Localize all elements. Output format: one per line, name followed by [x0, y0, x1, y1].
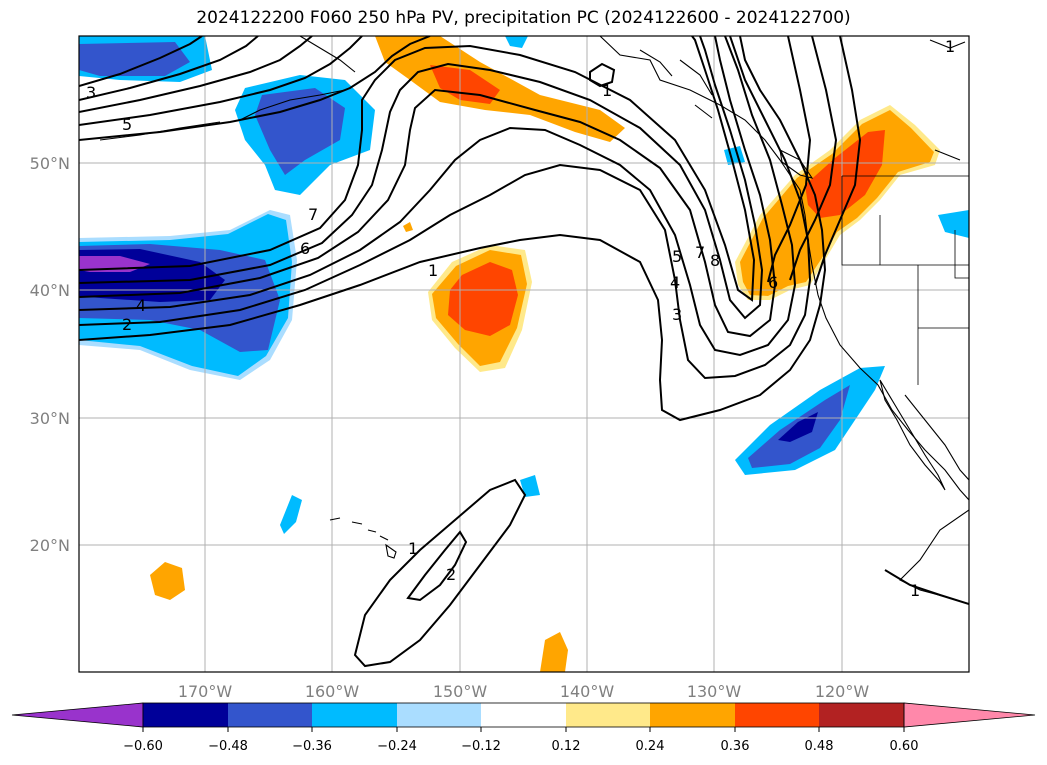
contour-label: 1	[910, 581, 920, 600]
colorbar-segment	[819, 703, 904, 727]
precip-area	[430, 65, 500, 104]
mexico-coast	[904, 394, 969, 481]
contour-label: 5	[122, 115, 132, 134]
lon-label: 120°W	[815, 682, 870, 701]
contour-label: 2	[122, 315, 132, 334]
hawaii	[329, 517, 397, 559]
colorbar-tick-label: 0.48	[805, 739, 834, 754]
lat-label: 50°N	[30, 154, 70, 173]
map-frame	[78, 35, 970, 673]
colorbar-tick-label: −0.24	[377, 739, 417, 754]
contour-label: 3	[86, 83, 96, 102]
precip-area	[79, 42, 190, 76]
pv-contour-line	[79, 36, 764, 320]
contour-label: 3	[672, 305, 682, 324]
precip-area	[255, 88, 345, 175]
contour-label: 7	[308, 205, 318, 224]
colorbar-tick-label: 0.36	[721, 739, 750, 754]
colorbar-arrow-low	[11, 702, 144, 728]
lat-label: 20°N	[30, 536, 70, 555]
colorbar-tick-label: −0.12	[461, 739, 501, 754]
colorbar-segment	[481, 703, 566, 727]
precip-area	[448, 262, 518, 336]
colorbar-tick-label: −0.36	[292, 739, 332, 754]
colorbar-segment	[650, 703, 735, 727]
precip-area	[375, 36, 625, 142]
pv-contour-line	[884, 569, 969, 605]
pv-contour-line	[79, 36, 756, 302]
contour-label: 1	[602, 81, 612, 100]
colorbar-segment	[228, 703, 312, 727]
pv-contour-line	[353, 478, 527, 668]
contour-label: 6	[768, 273, 778, 292]
us-borders	[841, 175, 969, 385]
map-title: 2024122200 F060 250 hPa PV, precipitatio…	[196, 8, 851, 28]
colorbar-tick-labels: −0.60 −0.48 −0.36 −0.24 −0.12 0.12 0.24 …	[123, 739, 918, 754]
contour-label: 7	[695, 243, 705, 262]
precip-area	[938, 210, 969, 238]
lon-label: 150°W	[433, 682, 488, 701]
pv-contour-line	[406, 530, 468, 602]
colorbar-segment	[566, 703, 650, 727]
contour-label: 2	[446, 565, 456, 584]
colorbar-segment	[312, 703, 397, 727]
contour-label: 8	[710, 251, 720, 270]
colorbar-tick-label: −0.48	[208, 739, 248, 754]
map-plot-area: 5 7 6 4 2 1 1 2 1 5 4 3 7 8 6 1 1 3	[79, 36, 969, 672]
colorbar-segment	[143, 703, 228, 727]
longitude-labels: 170°W 160°W 150°W 140°W 130°W 120°W	[178, 682, 870, 701]
colorbar-tick-label: 0.60	[890, 739, 919, 754]
colorbar: −0.60 −0.48 −0.36 −0.24 −0.12 0.12 0.24 …	[11, 702, 1036, 754]
contour-label: 1	[408, 539, 418, 558]
lat-label: 40°N	[30, 281, 70, 300]
colorbar-tick-label: −0.60	[123, 739, 163, 754]
pv-contour-labels: 5 7 6 4 2 1 1 2 1 5 4 3 7 8 6 1 1 3	[86, 37, 955, 600]
precip-area	[150, 562, 185, 600]
pv-contour-line	[789, 36, 838, 281]
precip-area	[778, 412, 818, 442]
lon-label: 170°W	[178, 682, 233, 701]
lon-label: 140°W	[560, 682, 615, 701]
contour-label: 5	[672, 247, 682, 266]
precip-area	[505, 36, 528, 48]
pv-contour-line	[79, 36, 431, 141]
contour-label: 4	[136, 296, 146, 315]
colorbar-tick-label: 0.24	[636, 739, 665, 754]
pv-contour-line	[79, 36, 259, 101]
colorbar-segment	[735, 703, 819, 727]
pv-contour-line	[79, 36, 812, 380]
contour-label: 4	[670, 273, 680, 292]
colorbar-ticks	[142, 727, 905, 732]
colorbar-frame	[142, 702, 905, 728]
latitude-labels: 50°N 40°N 30°N 20°N	[30, 154, 70, 555]
pv-contour-line	[814, 36, 862, 286]
gridlines	[79, 36, 969, 672]
contour-label: 1	[428, 261, 438, 280]
pv-contour-line	[589, 62, 616, 88]
pv-contour-line	[79, 36, 313, 113]
precip-area	[403, 222, 413, 232]
lon-label: 130°W	[687, 682, 742, 701]
pv-contour-line	[79, 36, 827, 422]
pv-contours	[79, 36, 969, 668]
precip-area	[280, 495, 302, 534]
pv-contour-line	[79, 36, 363, 126]
pv-contour-line	[79, 36, 777, 338]
colorbar-tick-label: 0.12	[552, 739, 581, 754]
contour-label: 6	[300, 239, 310, 258]
precip-area	[520, 475, 540, 497]
colorbar-segment	[397, 703, 481, 727]
baja-coast	[879, 379, 946, 491]
pv-contour-line	[79, 36, 203, 87]
lat-label: 30°N	[30, 409, 70, 428]
pv-contour-line	[79, 36, 797, 357]
colorbar-arrow-high	[903, 702, 1036, 728]
precip-area	[540, 632, 568, 672]
pv-contour-line	[767, 36, 812, 283]
se-alaska-islands	[639, 39, 966, 161]
contour-label: 1	[945, 37, 955, 56]
lon-label: 160°W	[305, 682, 360, 701]
